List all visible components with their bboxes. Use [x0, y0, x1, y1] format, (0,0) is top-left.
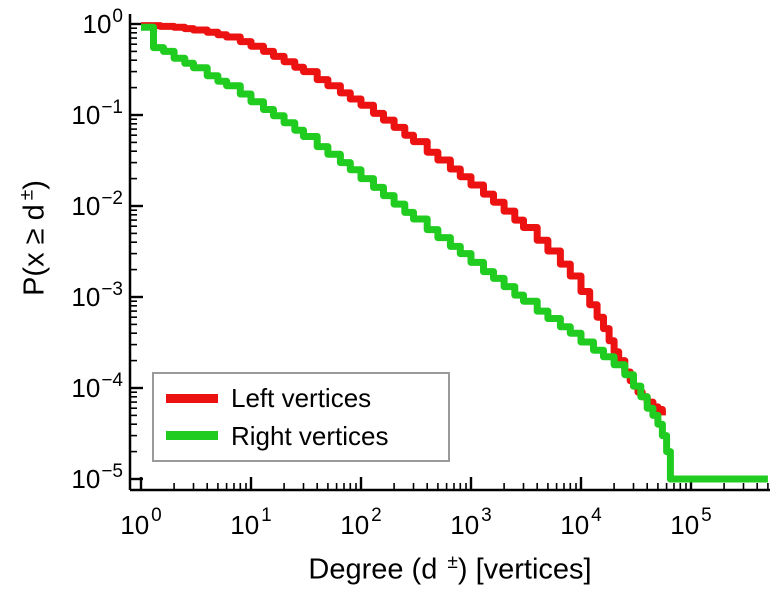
y-axis-label: P(x ≥ d ±)	[17, 180, 52, 296]
x-tick-label: 10 1	[230, 505, 272, 540]
y-axis-label-suffix: )	[18, 180, 51, 190]
y-tick-label: 10−4	[71, 370, 123, 403]
legend-label: Left vertices	[231, 383, 372, 414]
y-tick-label: 10−1	[71, 97, 123, 130]
x-tick-label: 10 0	[120, 505, 162, 540]
legend: Left vertices Right vertices	[152, 372, 450, 462]
y-major-ticks: 100 10−1 10−2 10−3 10−4 10−5	[71, 6, 143, 494]
x-tick-label: 10 3	[450, 505, 492, 540]
x-axis-label-text: Degree (d	[308, 553, 438, 586]
legend-color-swatch	[166, 393, 218, 403]
y-tick-label: 10−5	[71, 461, 123, 494]
x-major-ticks: 10 0 10 1 10 2 10 3 10 4 10 5	[120, 477, 712, 540]
y-axis-label-superscript: ±	[16, 189, 38, 201]
x-tick-label: 10 2	[340, 505, 382, 540]
y-tick-label: 10−3	[71, 279, 123, 312]
legend-item-left-vertices: Left vertices	[166, 385, 448, 411]
x-axis-label-superscript: ±	[447, 552, 458, 573]
x-axis-label-suffix: ) [vertices]	[457, 553, 592, 586]
x-tick-label: 10 5	[670, 505, 712, 540]
x-axis-label: Degree (d ±) [vertices]	[130, 552, 770, 587]
y-tick-label: 100	[83, 6, 124, 39]
series-right-vertices	[141, 23, 768, 483]
y-tick-label: 10−2	[71, 188, 123, 221]
legend-item-right-vertices: Right vertices	[166, 423, 448, 449]
series-left-vertices	[141, 22, 666, 416]
y-axis-label-text: P(x ≥ d	[18, 204, 51, 296]
legend-label: Right vertices	[231, 420, 389, 451]
legend-color-swatch	[166, 431, 218, 441]
x-tick-label: 10 4	[560, 505, 602, 540]
